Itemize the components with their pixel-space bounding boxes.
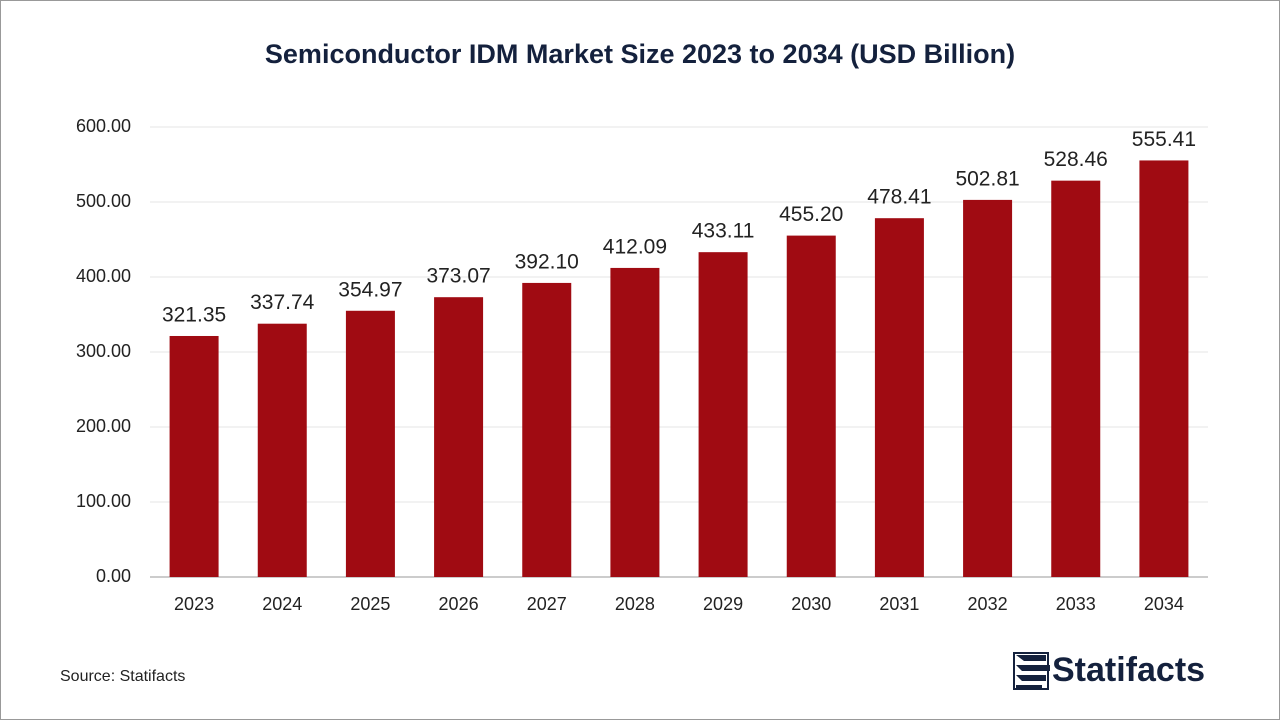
brand-logo (1013, 652, 1050, 690)
x-tick-label: 2029 (703, 594, 743, 614)
value-label: 337.74 (250, 291, 315, 314)
bar (874, 218, 924, 577)
source: Source: Statifacts (60, 668, 185, 685)
bar (257, 323, 307, 577)
value-label: 555.41 (1132, 128, 1196, 151)
bar (1139, 160, 1189, 577)
y-tick-label: 200.00 (76, 416, 131, 436)
y-tick-label: 0.00 (96, 566, 131, 586)
y-tick-label: 100.00 (76, 491, 131, 511)
bar (522, 282, 572, 577)
value-label: 321.35 (162, 304, 226, 327)
value-label: 528.46 (1044, 148, 1108, 171)
x-tick-label: 2033 (1056, 594, 1096, 614)
y-tick-label: 600.00 (76, 116, 131, 136)
bar (345, 310, 395, 577)
bar (1051, 180, 1101, 577)
x-tick-label: 2032 (968, 594, 1008, 614)
bar (169, 335, 219, 577)
x-tick-label: 2024 (262, 594, 302, 614)
x-tick-label: 2030 (791, 594, 831, 614)
x-tick-label: 2027 (527, 594, 567, 614)
bar (786, 235, 836, 577)
x-tick-label: 2028 (615, 594, 655, 614)
value-label: 502.81 (955, 167, 1019, 190)
x-tick-label: 2034 (1144, 594, 1184, 614)
value-label: 433.11 (692, 220, 755, 243)
x-tick-label: 2031 (879, 594, 919, 614)
x-tick-label: 2023 (174, 594, 214, 614)
y-tick-label: 300.00 (76, 341, 131, 361)
value-label: 354.97 (338, 278, 402, 301)
y-tick-label: 400.00 (76, 266, 131, 286)
value-label: 478.41 (867, 186, 931, 209)
bar (434, 297, 484, 577)
x-tick-label: 2026 (439, 594, 479, 614)
bar (963, 199, 1013, 577)
y-tick-label: 500.00 (76, 191, 131, 211)
bar (610, 267, 660, 577)
chart-title: Semiconductor IDM Market Size 2023 to 20… (265, 39, 1015, 69)
x-tick-label: 2025 (350, 594, 390, 614)
value-label: 373.07 (426, 265, 490, 288)
value-label: 455.20 (779, 203, 843, 226)
value-label: 392.10 (515, 250, 579, 273)
value-label: 412.09 (603, 235, 667, 258)
brand-name: Statifacts (1052, 651, 1205, 689)
bar (698, 252, 748, 578)
